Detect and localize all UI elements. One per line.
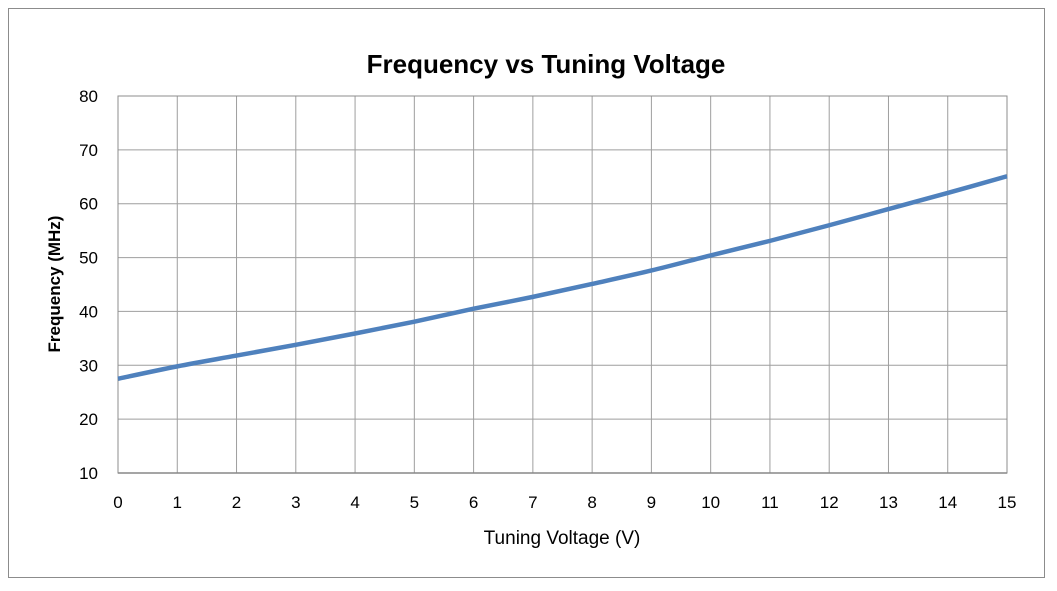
x-tick-label: 13 xyxy=(879,493,898,512)
y-axis-ticks: 10 20 30 40 50 60 70 80 xyxy=(79,87,98,483)
y-tick-label: 70 xyxy=(79,141,98,160)
x-tick-label: 10 xyxy=(701,493,720,512)
y-axis-title: Frequency (MHz) xyxy=(45,216,64,353)
x-tick-label: 15 xyxy=(998,493,1017,512)
x-tick-label: 11 xyxy=(761,493,779,512)
x-axis-title: Tuning Voltage (V) xyxy=(484,528,641,549)
x-tick-label: 8 xyxy=(587,493,596,512)
x-tick-label: 7 xyxy=(528,493,537,512)
plot-area-border xyxy=(117,95,1008,474)
x-tick-label: 6 xyxy=(469,493,478,512)
x-tick-label: 3 xyxy=(291,493,300,512)
series-line xyxy=(117,174,1008,381)
x-axis-ticks: 0 1 2 3 4 5 6 7 8 9 10 11 12 13 14 15 xyxy=(113,493,1016,512)
chart-frame xyxy=(8,8,1045,578)
y-tick-label: 20 xyxy=(79,410,98,429)
y-tick-label: 50 xyxy=(79,249,98,268)
x-tick-label: 1 xyxy=(173,493,182,512)
y-tick-label: 30 xyxy=(79,356,98,375)
chart-title: Frequency vs Tuning Voltage xyxy=(367,49,726,79)
x-tick-label: 0 xyxy=(113,493,122,512)
x-tick-label: 4 xyxy=(350,493,359,512)
x-tick-label: 14 xyxy=(938,493,957,512)
series-group xyxy=(117,174,1008,381)
grid xyxy=(117,95,1008,474)
x-tick-label: 12 xyxy=(820,493,839,512)
y-tick-label: 60 xyxy=(79,195,98,214)
x-tick-label: 5 xyxy=(410,493,419,512)
x-tick-label: 2 xyxy=(232,493,241,512)
y-tick-label: 80 xyxy=(79,87,98,106)
y-tick-label: 10 xyxy=(79,464,98,483)
x-tick-label: 9 xyxy=(647,493,656,512)
y-tick-label: 40 xyxy=(79,302,98,321)
